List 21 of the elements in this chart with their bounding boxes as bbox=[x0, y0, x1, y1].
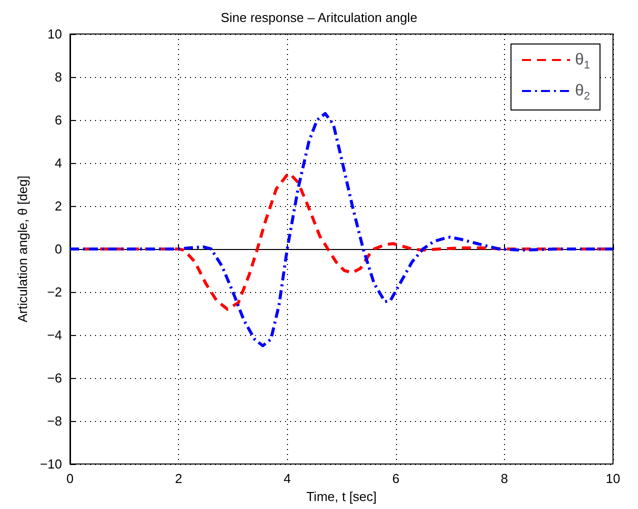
y-tick-label: −4 bbox=[47, 328, 62, 342]
x-tick-label: 2 bbox=[174, 471, 182, 486]
x-tick-label: 4 bbox=[284, 471, 291, 486]
y-tick-label: 4 bbox=[54, 156, 62, 170]
x-tick-label: 6 bbox=[392, 471, 400, 486]
y-tick-label: 0 bbox=[54, 242, 62, 256]
y-tick-label: −8 bbox=[47, 414, 62, 428]
y-tick-label: −10 bbox=[40, 456, 62, 472]
y-tick-label: 10 bbox=[48, 26, 62, 42]
chart-title: Sine response – Aritculation angle bbox=[220, 10, 418, 25]
y-axis-title: Articulation angle, θ [deg] bbox=[15, 176, 30, 322]
y-tick-label: 2 bbox=[54, 198, 62, 214]
x-tick-label: 8 bbox=[500, 471, 508, 486]
line-series bbox=[68, 112, 614, 348]
y-tick-label: 6 bbox=[54, 112, 62, 128]
y-tick-label: −6 bbox=[47, 370, 62, 386]
x-tick-label: 10 bbox=[606, 471, 620, 486]
y-tick-label: −2 bbox=[47, 284, 62, 300]
x-tick-label: 0 bbox=[66, 471, 74, 486]
x-axis-title: Time, t [sec] bbox=[306, 488, 377, 504]
y-tick-label: 8 bbox=[54, 70, 62, 84]
